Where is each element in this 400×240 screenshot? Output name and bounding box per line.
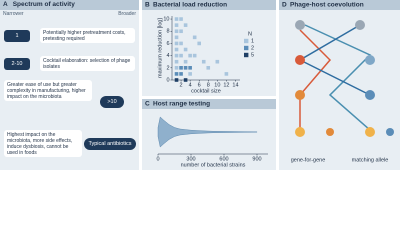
point [183,66,188,70]
panel-letter: A [3,1,8,8]
point [174,29,179,34]
scale-end: Narrower [3,11,24,17]
arrow [299,29,332,130]
point [192,35,197,40]
antibiotics-pill: Typical antibiotics [84,138,136,150]
cocktail-size: 2-10 [4,58,30,70]
panel-b-header [142,0,276,10]
point [224,72,229,76]
x-tick-label: 14 [232,82,238,88]
point [201,59,206,64]
point [215,59,220,64]
item-note: Greater ease of use but greater complexi… [4,80,92,101]
point [174,78,179,82]
point [183,23,188,27]
x-tick-label: 600 [219,156,228,162]
panel-title: Phage-host coevolution [290,2,364,9]
point [174,72,179,76]
figure: B Bacterial load reduction C Host range … [0,0,400,170]
point [174,59,179,64]
cocktail-size: 1 [4,30,30,42]
point [174,66,179,70]
y-tick-label: 10 [163,17,169,23]
coevolution-label: matching allele [352,157,389,163]
panel-title: Bacterial load reduction [153,2,227,9]
x-tick-label: 4 [189,82,192,88]
cells [295,20,394,137]
panel-a: A Spectrum of activity Narrower Broader 1… [0,0,139,170]
x-axis-label: cocktail size [191,88,221,94]
point [174,23,179,27]
point [179,17,183,21]
figure-graphics: B Bacterial load reduction C Host range … [142,0,400,170]
y-tick-label: 4 [166,53,169,59]
legend-swatch [244,52,249,58]
point [179,41,183,46]
point [183,78,188,82]
x-tick-label: 6 [198,82,201,88]
item-note: Cocktail elaboration: selection of phage… [40,56,135,71]
point [183,47,188,52]
point [174,41,179,46]
panel-d-header [279,0,400,10]
panel-c-header [142,99,276,109]
panel-letter: C [145,101,150,108]
point [197,41,201,46]
cocktail-size: >10 [100,96,124,108]
point [179,66,183,70]
x-tick-label: 10 [214,82,220,88]
point [179,53,183,58]
coevolution-label: gene-for-gene [291,157,326,163]
point [179,29,183,34]
x-tick-label: 300 [186,156,195,162]
point [188,66,192,70]
point [188,53,192,58]
legend-label: 2 [251,45,254,51]
x-axis-label: number of bacterial strains [181,162,246,168]
legend-title: N [248,31,252,37]
point [179,72,183,76]
x-tick-label: 2 [180,82,183,88]
y-tick-label: 2 [166,65,169,71]
legend-swatch [244,45,249,51]
point [206,66,211,70]
x-tick-label: 0 [156,156,159,162]
y-tick-label: 0 [166,77,169,83]
panel-letter: D [282,2,287,9]
violin [157,116,258,148]
x-tick-label: 8 [207,82,210,88]
x-tick-label: 12 [223,82,229,88]
point [188,72,192,76]
point [174,47,179,52]
panel-title: Host range testing [153,101,210,108]
scale-end: Broader [118,11,136,17]
point [192,53,197,58]
y-axis-label: maximum reduction [log] [157,18,163,78]
panel-a-header: A Spectrum of activity [0,0,139,10]
item-note: Potentially higher pretreatment costs, p… [40,28,135,43]
legend-swatch [244,38,249,44]
point [174,17,179,21]
y-tick-label: 6 [166,41,169,47]
panel-title: Spectrum of activity [12,1,75,8]
y-tick-label: 8 [166,29,169,35]
x-tick-label: 900 [252,156,261,162]
legend-label: 1 [251,38,254,44]
panel-letter: B [145,2,150,9]
legend-label: 5 [251,52,254,58]
point [174,53,179,58]
item-note: Highest impact on the microbiota, more s… [4,130,82,157]
point [183,59,188,64]
arrow [304,24,372,131]
point [174,35,179,40]
